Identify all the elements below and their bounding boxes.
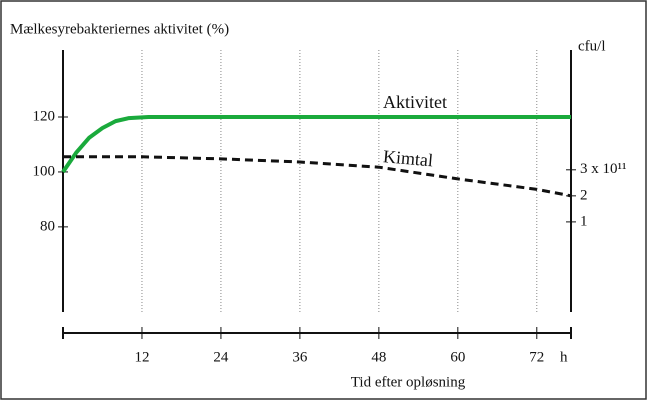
y2-tick-label: 1 [580, 213, 588, 229]
chart-title: Mælkesyrebakteriernes aktivitet (%) [10, 21, 229, 37]
y-tick-label: 100 [33, 163, 56, 179]
y2-tick-label: 3 x 10¹¹ [580, 161, 627, 177]
x-tick-label: 48 [371, 349, 386, 365]
x-tick-label: 60 [450, 349, 465, 365]
x-tick-label: 12 [134, 349, 149, 365]
series-label: Kimtal [382, 146, 434, 170]
y-tick-label: 80 [40, 218, 55, 234]
x-axis-label: Tid efter opløsning [351, 374, 466, 390]
y2-tick-label: 2 [580, 187, 588, 203]
x-tick-label: 72 [529, 349, 544, 365]
y-tick-label: 120 [33, 108, 56, 124]
series-line [61, 115, 571, 174]
x-tick-label: 24 [213, 349, 229, 365]
y2-axis-label: cfu/l [578, 38, 606, 54]
series-line [63, 155, 572, 198]
x-tick-label: 36 [292, 349, 308, 365]
x-unit: h [560, 349, 568, 365]
series-label: Aktivitet [383, 92, 447, 112]
